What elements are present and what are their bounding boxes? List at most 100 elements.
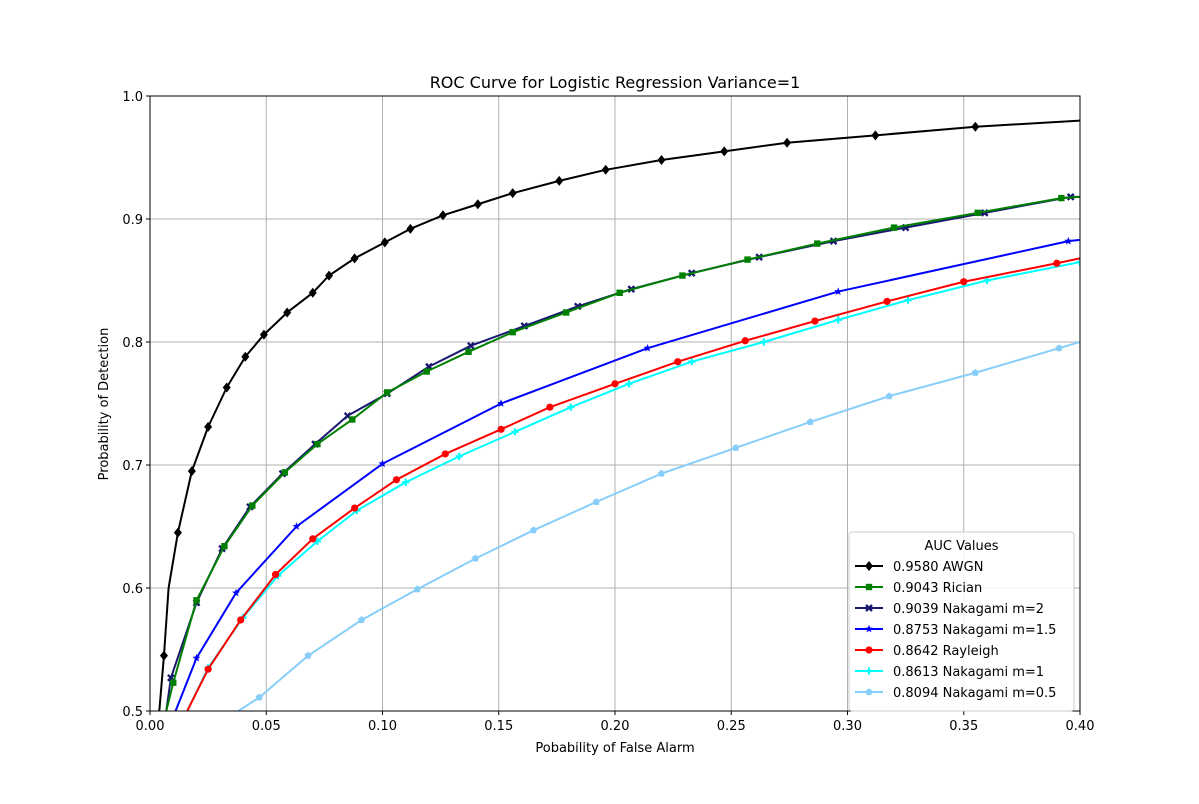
data-point-0-9043-rician [249, 502, 256, 509]
data-point-0-9580-awgn [380, 237, 389, 248]
legend-label-0-9043-rician: 0.9043 Rician [893, 581, 982, 596]
data-point-0-9580-awgn [325, 270, 334, 281]
legend-item-0-8642-rayleigh: 0.8642 Rayleigh [855, 644, 999, 659]
data-point-0-8642-rayleigh [441, 450, 449, 458]
series-line-0-8642-rayleigh [186, 257, 1080, 711]
data-point-0-9580-awgn [971, 121, 980, 132]
series-0-9043-rician [165, 194, 1080, 711]
data-point-0-8094-nakagami-m-0-5 [530, 526, 538, 534]
data-point-0-9580-awgn [222, 382, 231, 393]
legend-box [848, 531, 1075, 712]
data-point-0-8642-rayleigh [351, 504, 359, 512]
data-point-0-8753-nakagami-m-1-5 [1064, 236, 1073, 245]
y-tick-label: 0.8 [122, 336, 143, 351]
series-line-0-9580-awgn [158, 119, 1080, 711]
data-point-0-8642-rayleigh [497, 425, 505, 433]
data-point-0-9043-rician [349, 416, 356, 423]
data-point-0-9580-awgn [173, 527, 182, 538]
legend-label-0-8613-nakagami-m-1: 0.8613 Nakagami m=1 [893, 665, 1044, 680]
data-point-0-9580-awgn [438, 210, 447, 221]
data-point-0-8613-nakagami-m-1 [834, 316, 842, 324]
legend-label-0-9580-awgn: 0.9580 AWGN [893, 560, 983, 575]
y-tick-label: 0.9 [122, 213, 143, 228]
data-point-0-9043-rician [562, 309, 570, 316]
data-point-0-8613-nakagami-m-1 [904, 296, 912, 304]
data-point-0-8094-nakagami-m-0-5 [1055, 344, 1063, 352]
data-point-0-8613-nakagami-m-1 [455, 452, 463, 460]
series-0-8094-nakagami-m-0-5 [237, 341, 1080, 711]
legend-item-0-8753-nakagami-m-1-5: 0.8753 Nakagami m=1.5 [855, 623, 1056, 638]
data-point-0-8094-nakagami-m-0-5 [471, 554, 480, 562]
legend: AUC Values 0.9580 AWGN 0.9043 Rician 0.9039… [848, 531, 1075, 712]
x-tick-label: 0.05 [252, 719, 281, 734]
chart-title: ROC Curve for Logistic Regression Varian… [430, 73, 801, 92]
data-point-0-8753-nakagami-m-1-5 [834, 287, 843, 295]
data-point-0-8613-nakagami-m-1 [688, 358, 696, 366]
x-tick-label: 0.35 [949, 719, 978, 734]
data-point-0-9580-awgn [350, 253, 359, 264]
plot-series [158, 119, 1080, 711]
data-point-0-8613-nakagami-m-1 [567, 403, 575, 411]
data-point-0-8642-rayleigh [611, 380, 619, 388]
legend-marker-0-9039-nakagami-m-2 [865, 604, 873, 612]
data-point-0-8753-nakagami-m-1-5 [292, 522, 301, 530]
data-point-0-9043-rician [616, 289, 623, 296]
data-point-0-8753-nakagami-m-1-5 [192, 653, 201, 662]
legend-label-0-9039-nakagami-m-2: 0.9039 Nakagami m=2 [893, 602, 1044, 617]
x-tick-label: 0.30 [833, 719, 862, 734]
series-0-8642-rayleigh [186, 257, 1080, 711]
data-point-0-8642-rayleigh [883, 297, 891, 306]
data-point-0-8753-nakagami-m-1-5 [232, 588, 241, 597]
data-point-0-8094-nakagami-m-0-5 [357, 616, 366, 624]
series-line-0-8753-nakagami-m-1-5 [174, 238, 1080, 711]
data-point-0-8642-rayleigh [960, 278, 968, 286]
data-point-0-9580-awgn [720, 146, 729, 157]
data-point-0-8094-nakagami-m-0-5 [732, 443, 740, 451]
data-point-0-9580-awgn [259, 329, 268, 340]
x-tick-label: 0.10 [368, 719, 397, 734]
x-axis-label: Pobability of False Alarm [535, 741, 694, 756]
data-point-0-9580-awgn [283, 307, 292, 318]
data-point-0-9043-rician [281, 469, 289, 476]
data-point-0-8613-nakagami-m-1 [625, 380, 633, 388]
legend-item-0-9039-nakagami-m-2: 0.9039 Nakagami m=2 [855, 602, 1044, 617]
data-point-0-8613-nakagami-m-1 [402, 478, 410, 486]
plot-frame [149, 95, 1081, 712]
data-point-0-9580-awgn [473, 199, 482, 210]
x-tick-label: 0.40 [1066, 719, 1095, 734]
data-point-0-9043-rician [465, 348, 472, 356]
legend-label-0-8094-nakagami-m-0-5: 0.8094 Nakagami m=0.5 [893, 686, 1056, 701]
data-point-0-8642-rayleigh [392, 476, 401, 484]
legend-marker-0-8094-nakagami-m-0-5 [865, 688, 873, 696]
data-point-0-8094-nakagami-m-0-5 [413, 585, 421, 593]
legend-marker-0-8613-nakagami-m-1 [865, 667, 873, 675]
y-tick-label: 0.5 [122, 705, 143, 720]
data-point-0-9043-rician [221, 542, 228, 550]
data-point-0-8642-rayleigh [271, 570, 280, 579]
series-0-8753-nakagami-m-1-5 [174, 236, 1080, 711]
data-point-0-8094-nakagami-m-0-5 [806, 418, 814, 426]
data-point-0-8753-nakagami-m-1-5 [497, 399, 506, 407]
data-point-0-8094-nakagami-m-0-5 [657, 469, 666, 477]
data-point-0-9043-rician [679, 272, 686, 279]
data-point-0-8642-rayleigh [1053, 259, 1061, 267]
data-point-0-8753-nakagami-m-1-5 [643, 343, 652, 352]
data-point-0-9580-awgn [508, 188, 517, 199]
data-point-0-9580-awgn [406, 223, 415, 234]
data-point-0-8613-nakagami-m-1 [760, 338, 768, 346]
x-tick-label: 0.20 [601, 719, 630, 734]
data-point-0-9043-rician [170, 679, 177, 686]
data-point-0-8094-nakagami-m-0-5 [885, 392, 893, 400]
data-point-0-9043-rician [974, 209, 981, 217]
data-point-0-8642-rayleigh [674, 358, 682, 366]
data-point-0-9043-rician [423, 368, 430, 375]
legend-item-0-9580-awgn: 0.9580 AWGN [855, 560, 983, 575]
x-tick-label: 0.00 [136, 719, 165, 734]
legend-marker-0-9580-awgn [865, 561, 873, 571]
legend-label-0-8753-nakagami-m-1-5: 0.8753 Nakagami m=1.5 [893, 623, 1056, 638]
legend-item-0-8613-nakagami-m-1: 0.8613 Nakagami m=1 [855, 665, 1044, 680]
data-point-0-9043-rician [890, 224, 898, 231]
legend-item-0-8094-nakagami-m-0-5: 0.8094 Nakagami m=0.5 [855, 686, 1056, 701]
